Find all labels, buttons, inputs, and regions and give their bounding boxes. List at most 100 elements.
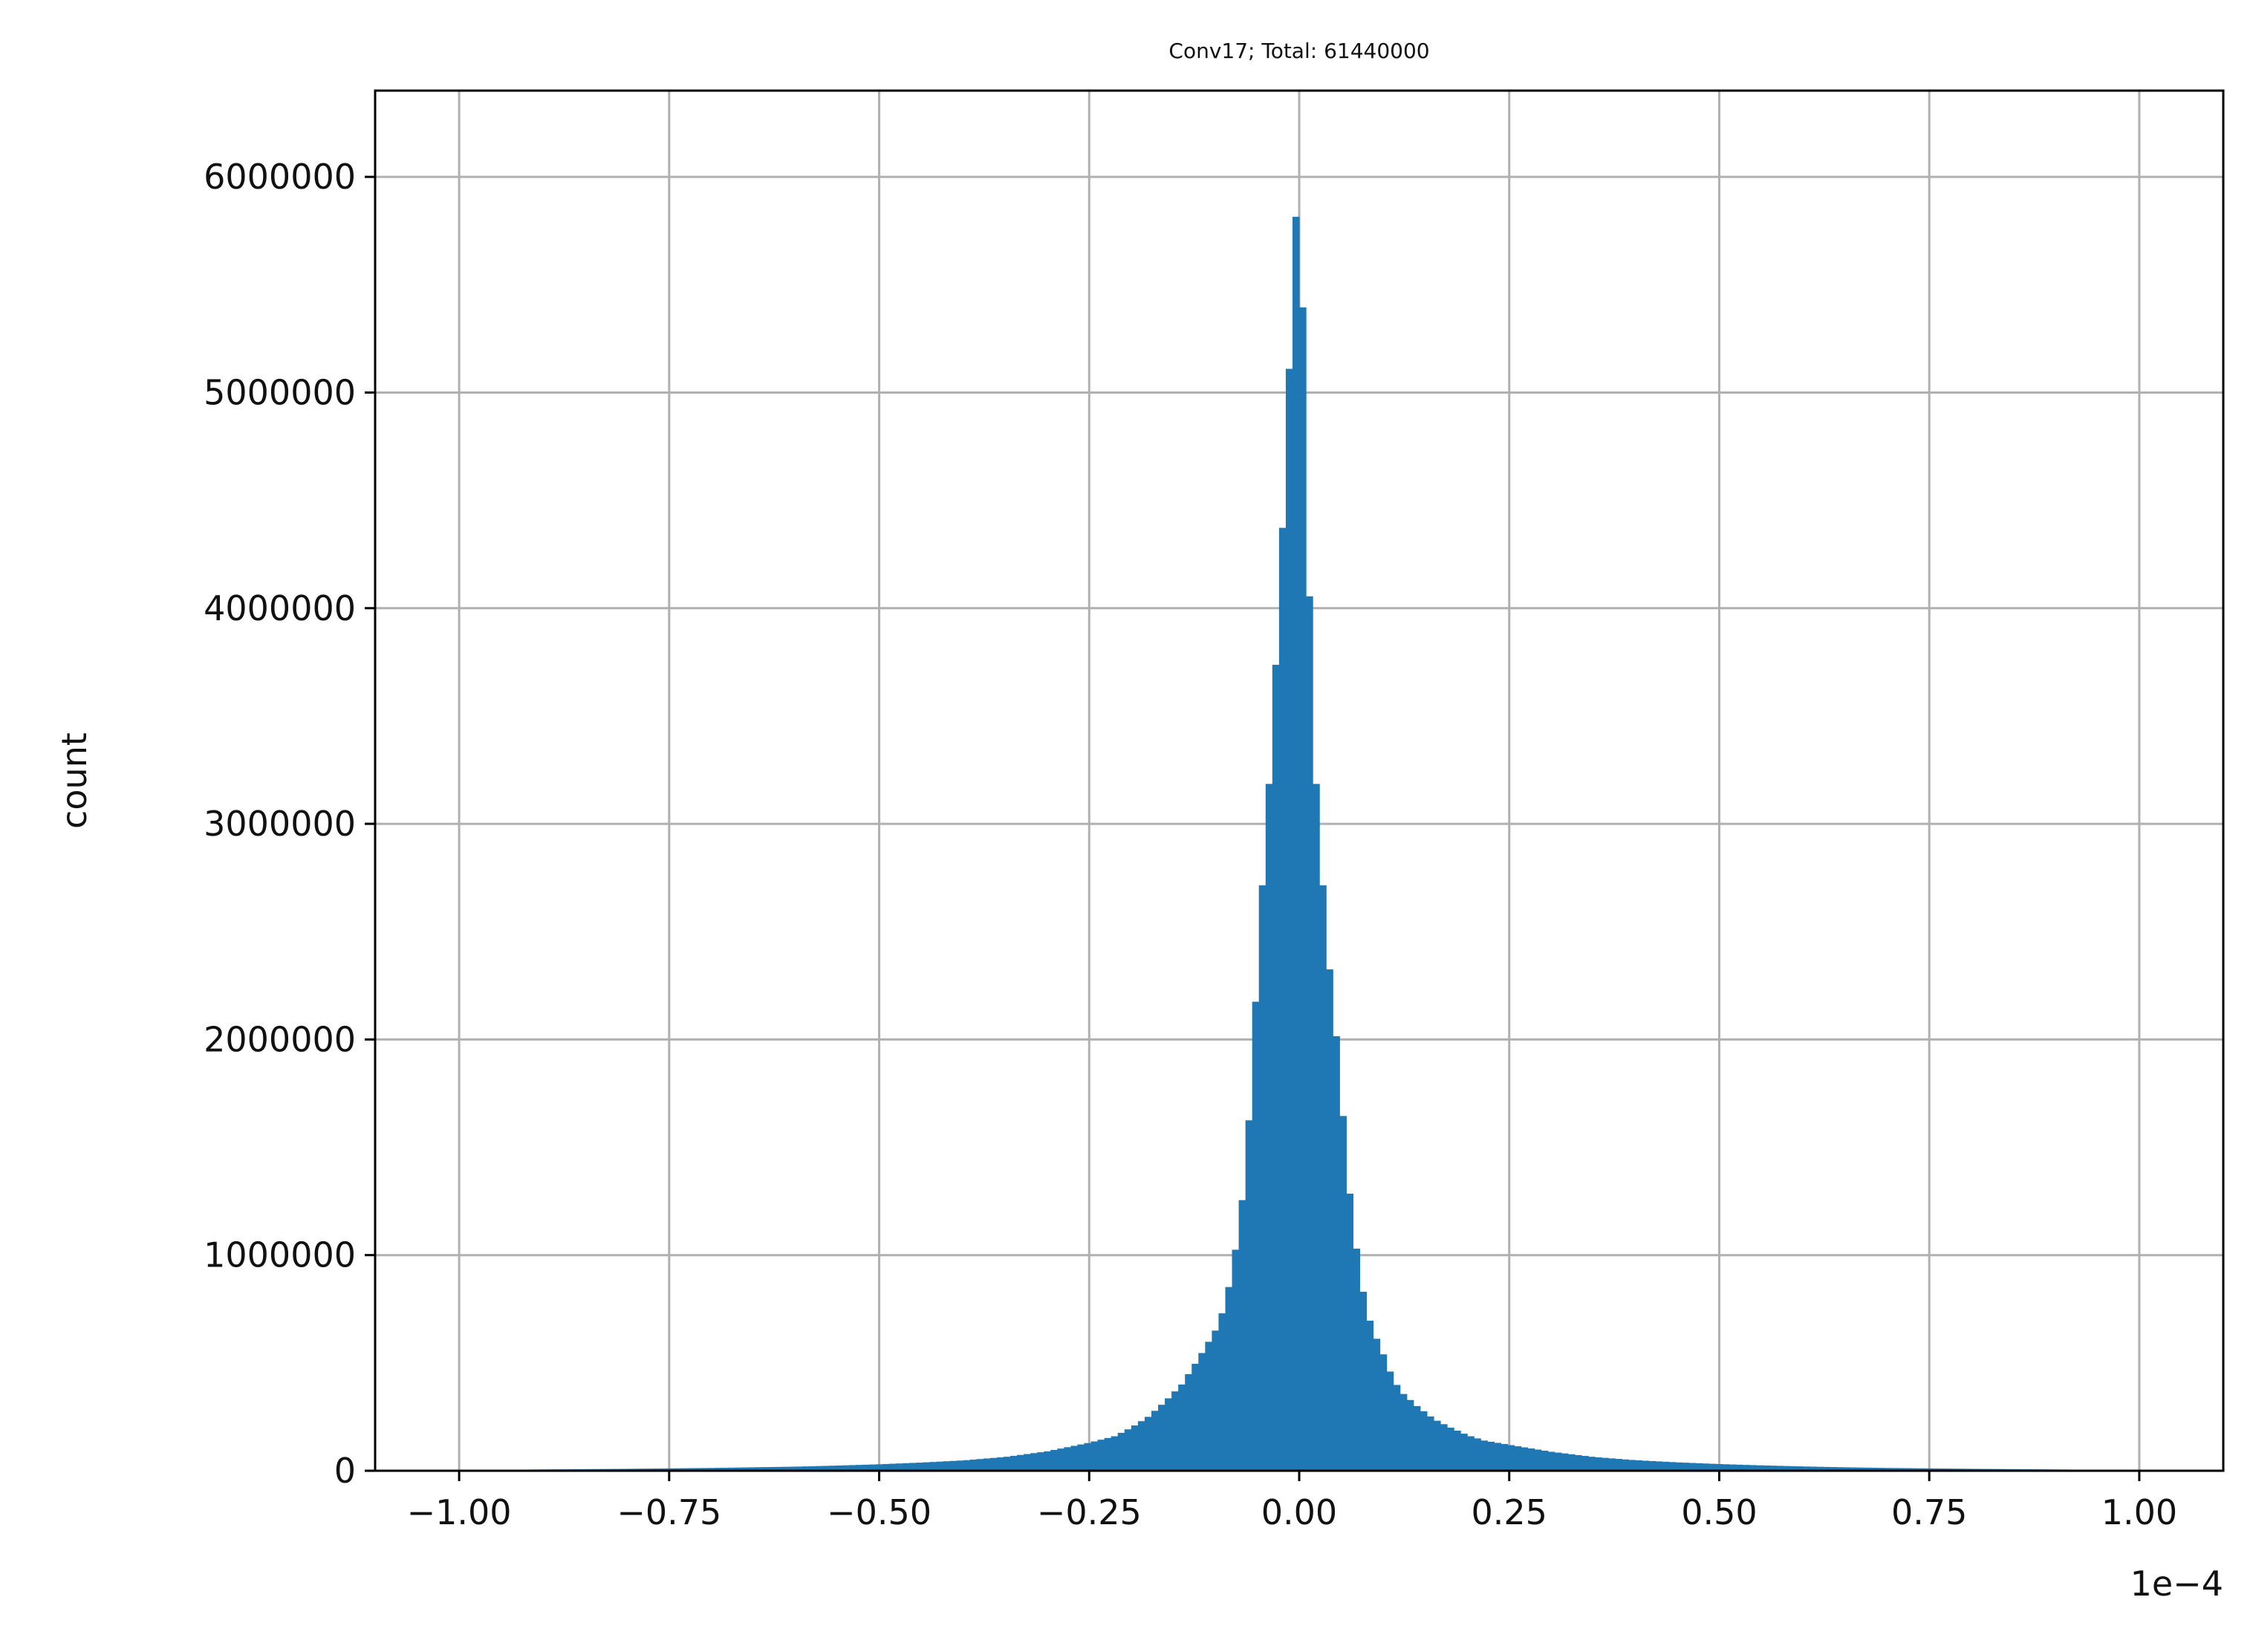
histogram-bar-132: [1346, 1193, 1353, 1471]
histogram-bar-123: [1285, 368, 1293, 1471]
histogram-bar-134: [1359, 1292, 1368, 1471]
histogram-bar-39: [721, 1467, 729, 1471]
y-tick-label-3: 3000000: [204, 804, 356, 844]
histogram-bar-155: [1501, 1444, 1509, 1471]
histogram-bar-99: [1124, 1429, 1132, 1471]
histogram-bar-68: [916, 1463, 923, 1471]
histogram-bar-67: [909, 1463, 917, 1471]
histogram-bar-143: [1420, 1411, 1428, 1471]
histogram-bar-146: [1440, 1424, 1448, 1471]
histogram-bar-208: [1856, 1467, 1865, 1471]
histogram-bar-73: [949, 1460, 958, 1471]
histogram-bar-31: [667, 1468, 675, 1471]
histogram-bar-36: [700, 1468, 709, 1471]
histogram-bar-137: [1379, 1354, 1388, 1471]
x-tick-label-5: 0.25: [1472, 1492, 1547, 1532]
histogram-bar-71: [936, 1461, 944, 1471]
histogram-bar-102: [1144, 1417, 1152, 1471]
histogram-bar-106: [1171, 1391, 1179, 1471]
histogram-bar-213: [1890, 1468, 1898, 1471]
histogram-bar-161: [1541, 1450, 1549, 1471]
histogram-bar-74: [956, 1460, 964, 1471]
histogram-bar-93: [1084, 1443, 1092, 1471]
histogram-bar-164: [1561, 1453, 1569, 1471]
histogram-bar-178: [1655, 1461, 1663, 1471]
histogram-bar-194: [1763, 1465, 1770, 1471]
histogram-bar-69: [923, 1462, 930, 1471]
histogram-bar-120: [1265, 784, 1273, 1471]
histogram-bar-139: [1393, 1385, 1401, 1471]
histogram-bar-159: [1527, 1448, 1535, 1471]
histogram-bar-165: [1567, 1454, 1576, 1471]
histogram-bar-37: [707, 1468, 715, 1471]
histogram-bar-122: [1278, 527, 1287, 1471]
histogram-bar-52: [808, 1466, 816, 1471]
histogram-bar-95: [1097, 1440, 1105, 1471]
histogram-bar-91: [1070, 1446, 1079, 1471]
histogram-bar-131: [1339, 1116, 1347, 1471]
histogram-bar-83: [1017, 1454, 1024, 1471]
histogram-bar-86: [1037, 1452, 1044, 1471]
histogram-bar-206: [1843, 1467, 1851, 1471]
histogram-bar-103: [1151, 1411, 1159, 1471]
histogram-bar-30: [660, 1468, 669, 1471]
histogram-bar-169: [1595, 1457, 1602, 1471]
histogram-bar-76: [969, 1459, 978, 1471]
x-tick-label-6: 0.50: [1681, 1492, 1757, 1532]
histogram-bar-202: [1816, 1466, 1824, 1471]
histogram-bar-189: [1729, 1464, 1737, 1471]
histogram-bar-89: [1057, 1448, 1064, 1471]
histogram-bar-187: [1715, 1464, 1723, 1471]
histogram-bar-205: [1836, 1467, 1844, 1471]
histogram-bar-41: [735, 1467, 742, 1471]
histogram-bar-45: [761, 1467, 769, 1471]
histogram-bar-57: [842, 1465, 850, 1471]
histogram-bar-177: [1648, 1460, 1657, 1471]
histogram-bar-130: [1333, 1036, 1340, 1471]
y-axis-ticks: 0 1000000 2000000 3000000 4000000 5000000 6000…: [204, 157, 375, 1491]
histogram-bar-145: [1433, 1420, 1441, 1471]
histogram-bar-201: [1810, 1466, 1818, 1471]
histogram-bar-214: [1897, 1468, 1905, 1471]
histogram-bar-162: [1547, 1451, 1555, 1471]
histogram-bar-118: [1252, 1001, 1260, 1471]
histogram-bar-215: [1904, 1468, 1911, 1471]
histogram-bar-219: [1931, 1468, 1939, 1471]
histogram-bar-170: [1602, 1457, 1609, 1471]
histogram-bar-173: [1622, 1459, 1629, 1471]
histogram-bar-168: [1588, 1457, 1596, 1471]
y-tick-label-1: 1000000: [204, 1235, 356, 1275]
histogram-bar-82: [1010, 1455, 1018, 1471]
histogram-bar-197: [1783, 1466, 1791, 1471]
histogram-bar-32: [674, 1468, 682, 1471]
histogram-bar-104: [1158, 1405, 1165, 1471]
histogram-bar-211: [1877, 1468, 1885, 1471]
histogram-bar-203: [1823, 1466, 1831, 1471]
histogram-bar-124: [1292, 216, 1300, 1471]
histogram-bar-147: [1447, 1427, 1454, 1471]
histogram-bar-108: [1185, 1373, 1192, 1471]
histogram-bar-80: [996, 1457, 1004, 1471]
histogram-bar-138: [1386, 1371, 1394, 1471]
histogram-bar-128: [1319, 885, 1327, 1471]
histogram-bar-29: [654, 1468, 662, 1471]
histogram-bars: [459, 216, 2140, 1471]
histogram-bar-88: [1050, 1450, 1058, 1471]
histogram-bar-54: [822, 1466, 830, 1471]
histogram-bar-51: [802, 1466, 810, 1471]
histogram-bar-171: [1608, 1458, 1616, 1471]
histogram-bar-150: [1467, 1436, 1475, 1471]
y-tick-label-2: 2000000: [204, 1019, 356, 1059]
histogram-bar-183: [1688, 1463, 1697, 1471]
y-tick-label-4: 4000000: [204, 588, 356, 628]
y-tick-label-0: 0: [334, 1451, 356, 1491]
histogram-bar-58: [848, 1465, 856, 1471]
x-tick-label-0: −1.00: [407, 1492, 512, 1532]
histogram-bar-72: [943, 1461, 951, 1471]
histogram-bar-121: [1272, 664, 1280, 1471]
histogram-bar-62: [876, 1464, 883, 1471]
histogram-bar-111: [1205, 1342, 1212, 1471]
histogram-bar-193: [1756, 1465, 1763, 1471]
histogram-bar-149: [1460, 1434, 1468, 1471]
